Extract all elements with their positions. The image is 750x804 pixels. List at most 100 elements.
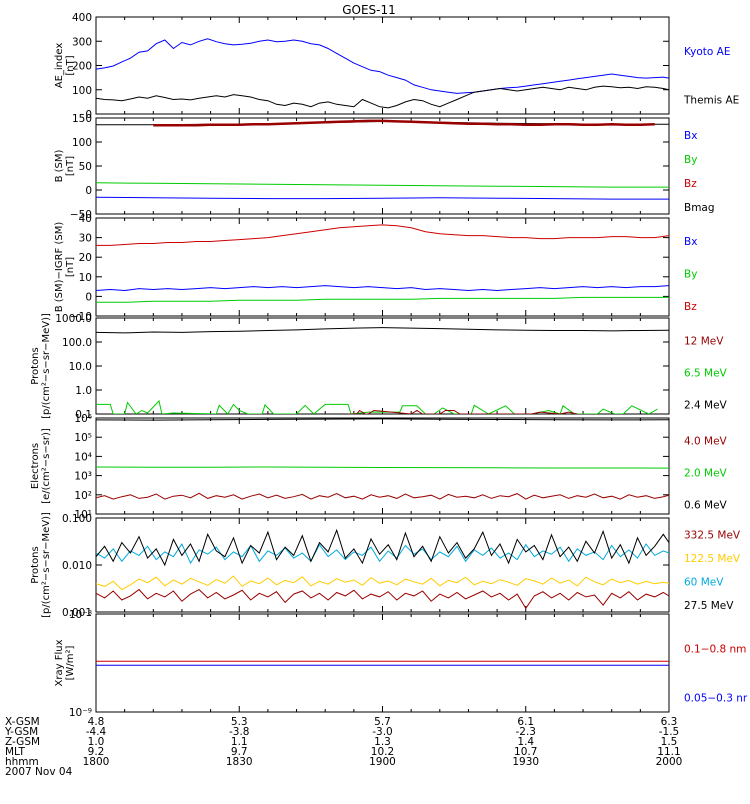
- series-line-2-0-mev: [96, 466, 669, 469]
- series-line-60-mev: [96, 542, 669, 565]
- panel-frame: [95, 417, 670, 515]
- legend-entry: By: [684, 154, 697, 166]
- panel-frame: [95, 517, 670, 613]
- legend-entry: 332.5 MeV: [684, 529, 741, 541]
- y-tick-label: 150: [72, 113, 92, 125]
- series-line-2-4-mev: [96, 327, 669, 334]
- y-tick-label: 10⁻⁸: [69, 609, 92, 621]
- legend-entry: 60 MeV: [684, 576, 724, 588]
- legend-entry: Bz: [684, 178, 697, 190]
- y-tick-label: 10²: [74, 490, 92, 502]
- y-tick-label: 400: [72, 12, 92, 24]
- legend-entry: 27.5 MeV: [684, 600, 734, 612]
- y-axis-label: Xray Flux[W/m²]: [54, 639, 76, 686]
- y-tick-label: 40: [79, 213, 92, 225]
- y-axis-label: Protons[p/(cm²−s−sr−MeV)]: [30, 313, 52, 419]
- axis-row-value: 9.2: [88, 746, 105, 758]
- axis-row-value: 11.1: [657, 746, 680, 758]
- axis-row-value: 9.7: [231, 746, 248, 758]
- series-line-themis-ae: [96, 85, 669, 109]
- y-tick-label: 100: [72, 85, 92, 97]
- panel-3: 0.11.010.0100.01000.0Protons[p/(cm²−s−sr…: [30, 313, 728, 421]
- y-axis-label-line: [W/m²]: [65, 645, 76, 680]
- axis-row-label: X-GSM: [5, 716, 40, 728]
- axis-row-value: -4.4: [86, 726, 107, 738]
- y-axis-label-line: Electrons: [30, 443, 41, 489]
- y-axis-label-line: [nT]: [65, 156, 76, 176]
- axis-row-label: Y-GSM: [4, 726, 38, 738]
- y-axis-label-line: AE_index: [54, 43, 65, 89]
- legend-entry: 0.05−0.3 nr: [684, 692, 748, 704]
- axis-row-value: 6.3: [661, 716, 678, 728]
- y-tick-label: 30: [79, 233, 92, 245]
- legend-entry: Bz: [684, 301, 697, 313]
- series-line-by: [96, 182, 669, 188]
- axis-row-value: 10.2: [371, 746, 394, 758]
- series-line-bz: [96, 224, 669, 246]
- y-axis-label: B (SM)[nT]: [54, 149, 76, 182]
- y-axis-label-line: [e/(cm²−s−sr)]: [41, 428, 52, 504]
- y-tick-label: 0: [85, 109, 92, 121]
- axis-row-value: 1830: [226, 756, 253, 768]
- axis-row-value: 6.1: [517, 716, 534, 728]
- y-tick-label: 10¹: [74, 509, 92, 521]
- legend-entry: Bx: [684, 130, 697, 142]
- y-axis-label-line: [nT]: [65, 55, 76, 75]
- y-axis-label: B (SM)−IGRF (SM)[nT]: [54, 222, 76, 313]
- y-tick-label: 100.0: [62, 337, 92, 349]
- axis-row-value: 4.8: [88, 716, 105, 728]
- legend-entry: Bx: [684, 236, 697, 248]
- y-axis-label: Electrons[e/(cm²−s−sr)]: [30, 428, 52, 504]
- plot-title: GOES-11: [342, 3, 396, 17]
- y-tick-label: 0.1: [75, 409, 92, 421]
- axis-row-value: 10.7: [514, 746, 537, 758]
- y-tick-label: 1000.0: [55, 313, 92, 325]
- axis-row-value: -1.5: [659, 726, 680, 738]
- axis-row-value: 1.4: [517, 736, 534, 748]
- legend-entry: 2.4 MeV: [684, 399, 728, 411]
- series-line-27-5-mev: [96, 528, 669, 567]
- y-tick-label: 100: [72, 137, 92, 149]
- y-tick-label: −10: [70, 311, 92, 323]
- axis-row-value: -3.0: [372, 726, 393, 738]
- axis-row-value: 2000: [656, 756, 683, 768]
- axis-row-label: hhmm: [5, 756, 39, 768]
- axis-row-value: -2.3: [516, 726, 537, 738]
- axis-row-value: 1.1: [231, 736, 248, 748]
- y-tick-label: 1.0: [75, 385, 92, 397]
- legend-entry: 4.0 MeV: [684, 435, 728, 447]
- series-line-bx: [96, 285, 669, 292]
- series-line-332-5-mev: [96, 588, 669, 610]
- date-label: 2007 Nov 04: [5, 766, 73, 778]
- y-tick-label: 10⁴: [74, 451, 92, 463]
- panel-4: 10¹ 10² 10³ 10⁴ 10⁵ 10⁶ Electrons[e/(cm²−s−sr)…: [30, 413, 728, 521]
- legend-entry: By: [684, 269, 697, 281]
- axis-row-value: 1.0: [88, 736, 105, 748]
- y-axis-label-line: [p/(cm²−s−sr−MeV)]: [41, 512, 52, 618]
- y-axis-label-line: [nT]: [65, 257, 76, 277]
- axis-row-value: 5.7: [374, 716, 391, 728]
- series-line-4-0-mev: [96, 492, 669, 500]
- y-tick-label: 0.001: [62, 607, 92, 619]
- y-tick-label: 0.100: [62, 513, 92, 525]
- y-tick-label: 10: [79, 272, 92, 284]
- axis-row-label: MLT: [5, 746, 25, 758]
- y-tick-label: 0: [85, 291, 92, 303]
- y-tick-label: 300: [72, 36, 92, 48]
- panel-frame: [95, 117, 670, 215]
- legend-entry: 122.5 MeV: [684, 553, 741, 565]
- panel-frame: [95, 613, 670, 713]
- panel-1: −50 0 50 100 150 B (SM)[nT] Bx By Bz Bmag: [54, 113, 715, 221]
- series-line-kyoto-ae: [96, 38, 669, 94]
- panel-6: 10⁻⁹ 10⁻⁸ Xray Flux[W/m²] 0.1−0.8 nm 0.05−0.…: [54, 609, 748, 719]
- y-axis-label: AE_index[nT]: [54, 43, 76, 89]
- series-line-bz: [153, 119, 655, 127]
- y-tick-label: 0: [85, 185, 92, 197]
- y-tick-label: 0.010: [62, 560, 92, 572]
- y-tick-label: 200: [72, 61, 92, 73]
- legend-entry: 2.0 MeV: [684, 467, 728, 479]
